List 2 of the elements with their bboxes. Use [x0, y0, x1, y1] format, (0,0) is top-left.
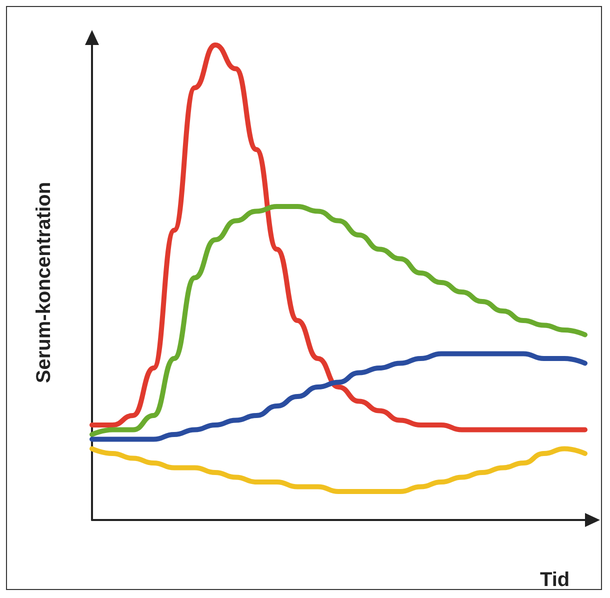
y-axis-title: Serum-koncentration: [33, 182, 55, 384]
x-axis-title: Tid: [540, 569, 570, 591]
